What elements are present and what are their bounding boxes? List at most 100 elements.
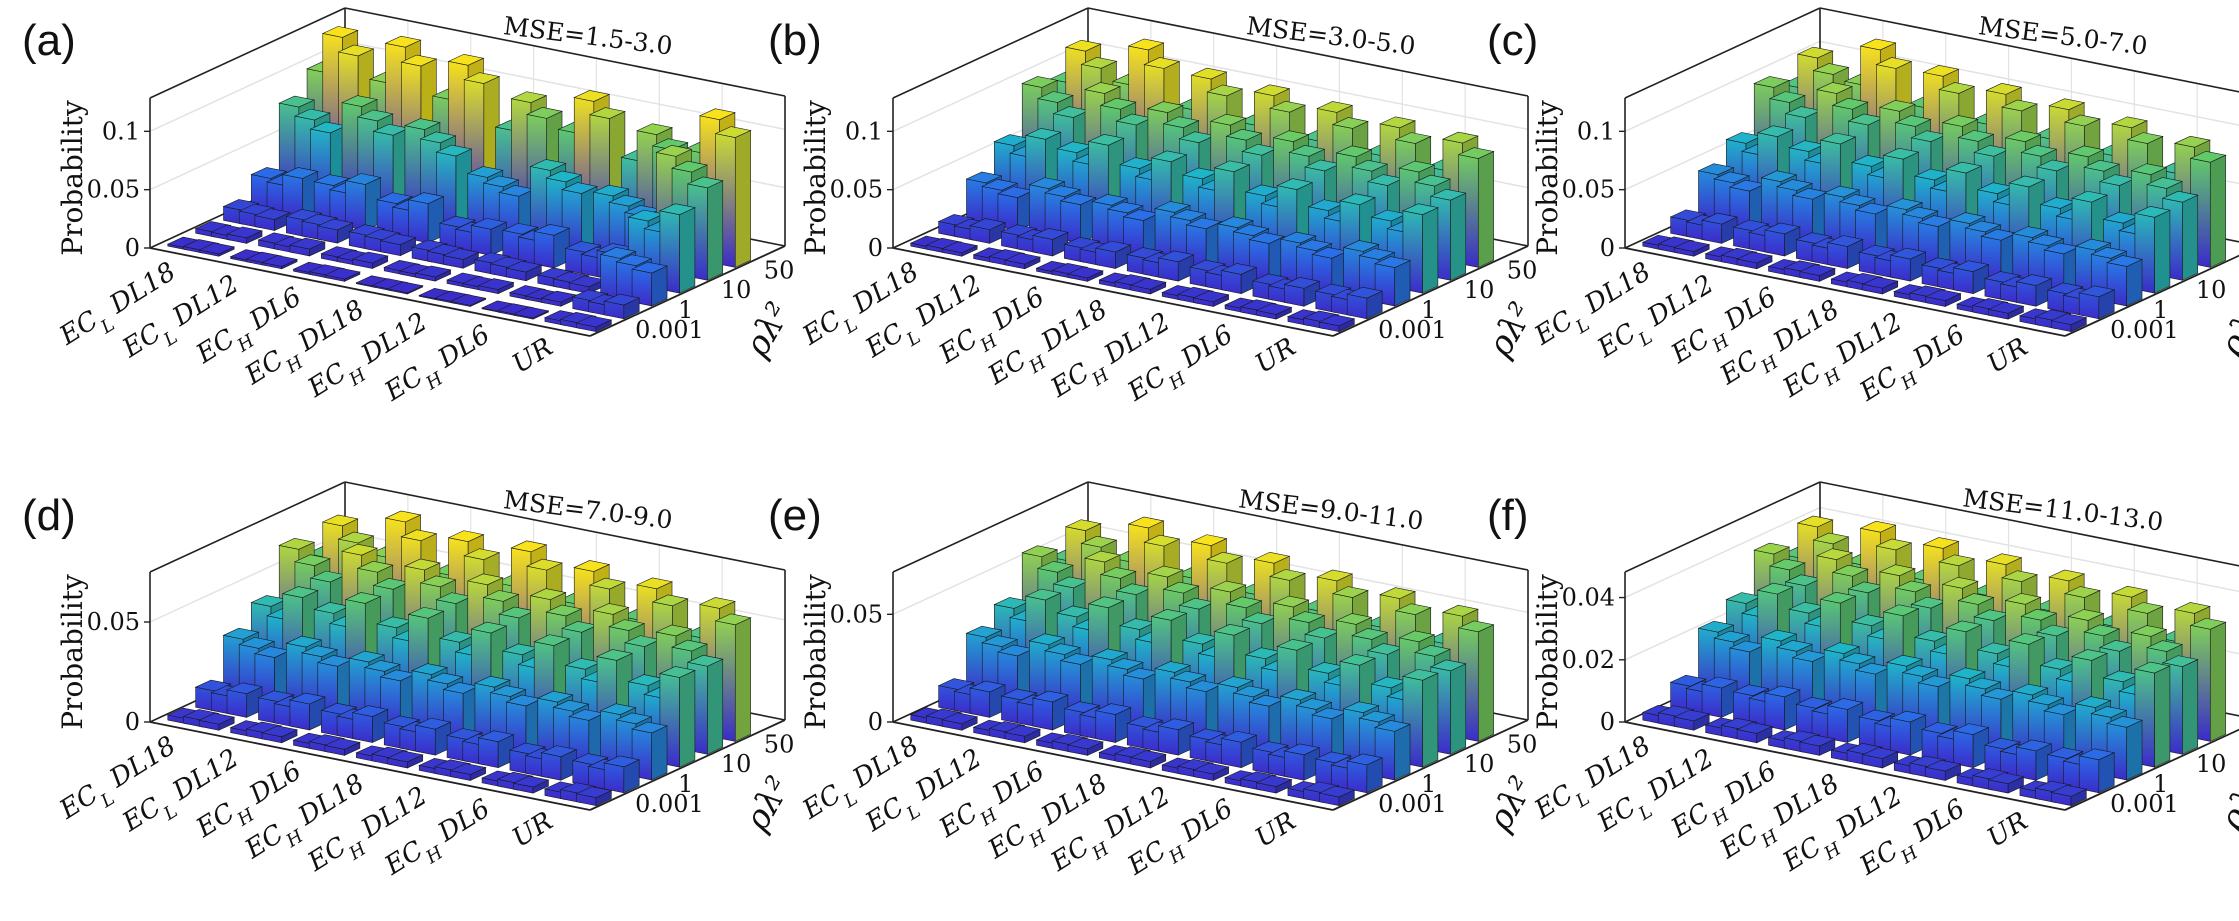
- axis-box-edge: [1819, 7, 2239, 93]
- bar: [198, 242, 236, 257]
- bar: [2015, 274, 2053, 307]
- bars: [1641, 38, 2227, 333]
- bar: [226, 682, 263, 718]
- bar: [1736, 722, 1773, 744]
- y-axis-label: ρλ²: [736, 296, 799, 365]
- axis-box-edge: [1624, 481, 1821, 573]
- bar: [2106, 255, 2143, 307]
- bar: [1889, 247, 1927, 282]
- x-axis-line: [149, 721, 591, 811]
- bar: [1924, 289, 1962, 307]
- z-tick-label: 0.05: [87, 176, 140, 204]
- bar: [969, 218, 1006, 244]
- bar: [1952, 260, 1990, 295]
- bar: [1346, 286, 1384, 320]
- bar: [2015, 739, 2053, 781]
- bar: [477, 730, 515, 769]
- bar: [1255, 303, 1293, 320]
- z-tick-label: 0.02: [1562, 646, 1615, 674]
- bar: [1798, 734, 1836, 756]
- bar: [1031, 690, 1069, 731]
- panel-label: (a): [22, 16, 76, 65]
- bar: [1192, 290, 1230, 307]
- y-tick-label: 0.001: [2110, 790, 2179, 818]
- bars: [909, 38, 1495, 333]
- bar: [1346, 753, 1384, 794]
- axis-box-edge: [1624, 7, 1821, 99]
- axis-box-edge: [892, 7, 1089, 99]
- axis-box-edge: [149, 7, 346, 99]
- x-axis-line: [892, 247, 1334, 337]
- bar: [1987, 772, 2025, 794]
- panel-label: (c): [1487, 16, 1538, 65]
- bar: [1826, 235, 1864, 269]
- chart-title: MSE=1.5-3.0: [502, 11, 674, 60]
- z-axis-label: Probability: [1531, 100, 1564, 256]
- bar: [1736, 251, 1773, 270]
- category-tick-label: UR: [1982, 332, 2033, 379]
- bar: [323, 267, 361, 282]
- bar: [261, 255, 298, 270]
- z-gridline: [1819, 506, 2239, 593]
- z-axis-label: Probability: [1531, 574, 1564, 730]
- panel-label: (f): [1487, 491, 1529, 540]
- bar: [603, 293, 641, 320]
- chart-title: MSE=3.0-5.0: [1245, 11, 1417, 60]
- category-tick-label: UR: [1250, 332, 1301, 379]
- bar: [2050, 785, 2088, 807]
- bar: [2078, 285, 2116, 320]
- y-axis-line: [2064, 728, 2239, 811]
- bar: [533, 223, 571, 269]
- y-tick-label: 0.001: [2110, 316, 2179, 344]
- category-tick-label: UR: [1250, 806, 1301, 853]
- z-tick-label: 0: [125, 708, 140, 736]
- bar: [1066, 737, 1104, 756]
- y-tick-label: 10: [2196, 276, 2227, 304]
- y-axis-line: [2064, 254, 2239, 337]
- bars: [166, 510, 752, 807]
- bar: [316, 218, 354, 244]
- bar: [603, 755, 641, 794]
- left-wall: [1625, 482, 1820, 722]
- bar: [1004, 725, 1041, 744]
- axis-box-edge: [149, 481, 346, 573]
- z-tick-label: 0.1: [845, 117, 883, 145]
- bar: [1924, 759, 1962, 781]
- y-tick-label: 0.001: [1378, 790, 1447, 818]
- y-tick-label: 10: [721, 750, 752, 778]
- bars: [909, 516, 1495, 807]
- bar: [1763, 222, 1801, 257]
- y-tick-label: 10: [721, 276, 752, 304]
- y-tick-label: 50: [1507, 730, 1538, 758]
- left-wall: [893, 482, 1088, 722]
- bar: [540, 745, 578, 781]
- bar: [449, 763, 487, 781]
- bar: [631, 261, 668, 307]
- bar: [1861, 747, 1899, 769]
- z-tick-label: 0: [1600, 234, 1615, 262]
- z-axis-label: Probability: [56, 100, 89, 256]
- bar: [1220, 263, 1258, 295]
- bar: [505, 260, 543, 282]
- bar: [1192, 762, 1230, 781]
- bar: [2078, 748, 2116, 794]
- axis-box-edge: [1087, 481, 1529, 571]
- z-axis-label: Probability: [56, 574, 89, 730]
- category-tick-label: UR: [1982, 806, 2033, 853]
- chart-title: MSE=11.0-13.0: [1961, 483, 2165, 536]
- axis-box-edge: [1819, 481, 2239, 567]
- chart-title: MSE=5.0-7.0: [1977, 11, 2149, 60]
- z-tick-label: 0.05: [830, 176, 883, 204]
- y-axis-label: ρλ²: [2211, 770, 2239, 839]
- bar: [1220, 730, 1258, 769]
- bar: [414, 717, 452, 756]
- y-tick-label: 0.001: [1378, 316, 1447, 344]
- bar: [477, 278, 515, 295]
- bar: [351, 705, 389, 743]
- bar: [1004, 252, 1041, 270]
- bar: [198, 712, 236, 731]
